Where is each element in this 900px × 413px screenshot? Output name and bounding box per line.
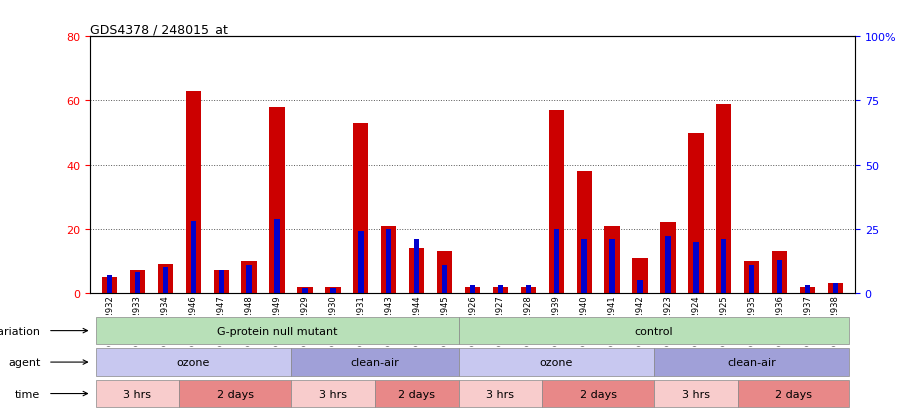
Text: 2 days: 2 days: [775, 389, 812, 399]
Bar: [693, 242, 698, 293]
Bar: [358, 232, 364, 293]
Text: 2 days: 2 days: [398, 389, 436, 399]
Bar: [749, 265, 754, 293]
Bar: [716, 104, 732, 293]
Bar: [191, 221, 196, 293]
Bar: [661, 223, 676, 293]
Bar: [549, 111, 564, 293]
Text: 2 days: 2 days: [217, 389, 254, 399]
Bar: [633, 258, 648, 293]
Bar: [581, 240, 587, 293]
Bar: [163, 268, 168, 293]
Bar: [158, 264, 173, 293]
Bar: [247, 265, 252, 293]
Bar: [577, 171, 592, 293]
Bar: [665, 237, 670, 293]
Bar: [102, 277, 117, 293]
Bar: [436, 252, 453, 293]
Bar: [498, 285, 503, 293]
Text: genotype/variation: genotype/variation: [0, 326, 40, 336]
Bar: [325, 287, 340, 293]
Bar: [654, 349, 850, 376]
Text: control: control: [634, 326, 673, 336]
Bar: [95, 317, 458, 344]
Bar: [107, 275, 112, 293]
Text: ozone: ozone: [176, 357, 210, 367]
Bar: [832, 283, 838, 293]
Bar: [219, 270, 224, 293]
Text: 2 days: 2 days: [580, 389, 616, 399]
Text: 3 hrs: 3 hrs: [319, 389, 346, 399]
Bar: [130, 271, 145, 293]
Bar: [374, 380, 458, 407]
Bar: [772, 252, 788, 293]
Bar: [409, 248, 424, 293]
Bar: [291, 380, 374, 407]
Bar: [241, 261, 256, 293]
Text: clean-air: clean-air: [350, 357, 400, 367]
Bar: [470, 285, 475, 293]
Bar: [414, 240, 419, 293]
Bar: [464, 287, 481, 293]
Bar: [185, 92, 201, 293]
Bar: [543, 380, 654, 407]
Text: agent: agent: [8, 357, 40, 367]
Bar: [179, 380, 291, 407]
Bar: [458, 380, 543, 407]
Text: 3 hrs: 3 hrs: [123, 389, 151, 399]
Bar: [526, 285, 531, 293]
Bar: [458, 317, 850, 344]
Bar: [721, 240, 726, 293]
Text: clean-air: clean-air: [727, 357, 776, 367]
Bar: [521, 287, 536, 293]
Bar: [777, 260, 782, 293]
Bar: [135, 273, 140, 293]
Bar: [738, 380, 850, 407]
Bar: [554, 229, 559, 293]
Bar: [269, 107, 284, 293]
Bar: [744, 261, 760, 293]
Text: GDS4378 / 248015_at: GDS4378 / 248015_at: [90, 23, 228, 36]
Text: 3 hrs: 3 hrs: [682, 389, 710, 399]
Text: G-protein null mutant: G-protein null mutant: [217, 326, 338, 336]
Bar: [95, 349, 291, 376]
Bar: [274, 219, 280, 293]
Bar: [213, 271, 229, 293]
Bar: [353, 123, 368, 293]
Bar: [297, 287, 312, 293]
Bar: [654, 380, 738, 407]
Bar: [637, 280, 643, 293]
Bar: [609, 240, 615, 293]
Bar: [381, 226, 396, 293]
Bar: [805, 285, 810, 293]
Bar: [302, 288, 308, 293]
Bar: [492, 287, 508, 293]
Bar: [95, 380, 179, 407]
Text: ozone: ozone: [540, 357, 573, 367]
Bar: [688, 133, 704, 293]
Bar: [828, 284, 843, 293]
Bar: [800, 287, 815, 293]
Bar: [442, 265, 447, 293]
Bar: [605, 226, 620, 293]
Text: 3 hrs: 3 hrs: [486, 389, 515, 399]
Text: time: time: [15, 389, 40, 399]
Bar: [386, 229, 391, 293]
Bar: [291, 349, 458, 376]
Bar: [330, 288, 336, 293]
Bar: [458, 349, 654, 376]
